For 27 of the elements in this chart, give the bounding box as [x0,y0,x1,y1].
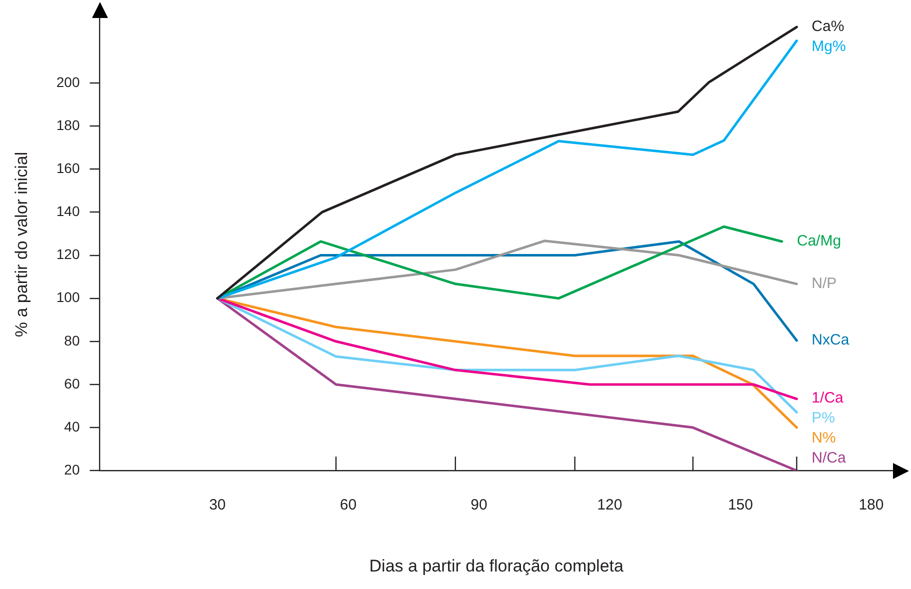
x-tick-label: 90 [470,496,488,514]
y-tick-label: 80 [64,332,80,348]
y-tick-label: 120 [56,246,80,262]
y-tick-label: 60 [64,375,80,392]
x-tick-label: 30 [209,496,226,514]
y-tick-label: 140 [56,203,80,220]
y-tick-label: 100 [56,289,80,306]
x-tick-label: 180 [858,496,884,514]
series-label: N/Ca [812,450,847,467]
y-tick-label: 40 [64,418,80,434]
series-label: Ca/Mg [796,232,842,250]
y-tick-label: 160 [56,160,80,176]
series-label: NxCa [812,332,850,349]
x-tick-label: 60 [340,496,357,514]
series-label: Ca% [812,18,844,36]
y-axis-title: % a partir do valor inicial [12,152,31,338]
x-axis-title: Dias a partir da floração completa [369,556,624,576]
x-tick-label: 120 [597,496,622,514]
y-tick-label: 180 [56,116,80,133]
y-tick-label: 200 [56,74,80,90]
y-tick-label: 20 [64,461,80,478]
x-tick-label: 150 [728,496,753,514]
series-label: N% [812,430,836,447]
series-label: N/P [812,275,837,292]
series-label: P% [812,410,836,427]
series-label: Mg% [812,38,846,56]
series-label: 1/Ca [812,390,844,407]
